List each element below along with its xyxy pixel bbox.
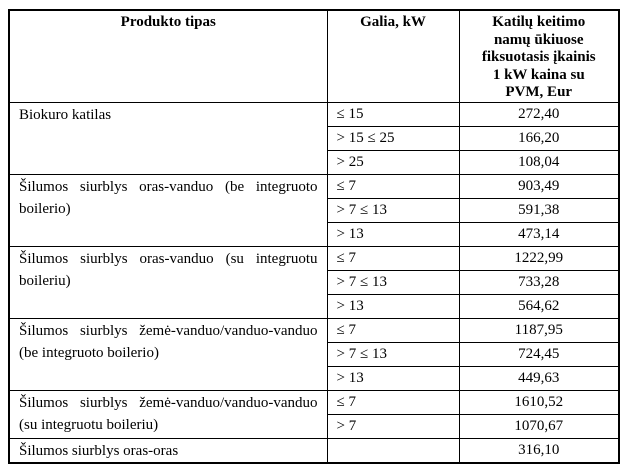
header-power-kw: Galia, kW [326,9,460,103]
table-row: > 13 564,62 [9,293,620,319]
header-price-line: namų ūkiuose [493,31,584,48]
power-cell [326,437,460,464]
price-cell: 1222,99 [458,245,620,271]
table-header-row: Produkto tipas Galia, kW Katilų keitimo … [8,9,620,103]
product-cell: Šilumos siurblys oras-vanduo (be integru… [8,173,328,247]
price-cell: 564,62 [458,293,620,319]
table-row: > 7 ≤ 13 724,45 [9,341,620,367]
power-cell: ≤ 7 [326,173,460,199]
table-row: > 13 449,63 [9,365,620,391]
table-row: > 7 ≤ 13 591,38 [9,197,620,223]
table-row: Šilumos siurblys oras-oras 316,10 [8,437,620,464]
power-cell: > 13 [326,221,460,247]
product-cell: Biokuro katilas [8,101,328,175]
power-cell: ≤ 7 [326,245,460,271]
product-cell: Šilumos siurblys oras-vanduo (su integru… [8,245,328,319]
table-row: > 15 ≤ 25 166,20 [9,125,620,151]
price-cell: 1187,95 [458,317,620,343]
header-price-line: fiksuotasis įkainis [481,49,596,66]
table-row: Šilumos siurblys žemė-vanduo/vanduo-vand… [8,389,620,439]
power-cell: > 7 ≤ 13 [326,341,460,367]
table-row: Biokuro katilas ≤ 15 272,40 [8,101,620,175]
product-cell: Šilumos siurblys žemė-vanduo/vanduo-vand… [8,389,328,439]
table-row: Šilumos siurblys oras-vanduo (su integru… [8,245,620,319]
power-cell: > 7 ≤ 13 [326,197,460,223]
price-cell: 473,14 [458,221,620,247]
header-price-line: 1 kW kaina su [492,66,585,83]
price-cell: 591,38 [458,197,620,223]
power-cell: > 13 [326,293,460,319]
table-row: > 7 ≤ 13 733,28 [9,269,620,295]
table-row: Šilumos siurblys žemė-vanduo/vanduo-vand… [8,317,620,391]
power-cell: > 13 [326,365,460,391]
price-cell: 108,04 [458,149,620,175]
header-price-line: PVM, Eur [505,84,573,101]
price-cell: 733,28 [458,269,620,295]
power-cell: ≤ 7 [326,389,460,415]
power-cell: > 7 [326,413,460,439]
header-price-line: Katilų keitimo [492,14,586,30]
price-cell: 166,20 [458,125,620,151]
header-product-type: Produkto tipas [8,9,328,103]
price-cell: 272,40 [458,101,620,127]
table-row: > 7 1070,67 [9,413,620,439]
power-cell: > 15 ≤ 25 [326,125,460,151]
price-cell: 724,45 [458,341,620,367]
price-cell: 449,63 [458,365,620,391]
product-cell: Šilumos siurblys žemė-vanduo/vanduo-vand… [8,317,328,391]
power-cell: ≤ 15 [326,101,460,127]
table-row: > 13 473,14 [9,221,620,247]
header-fixed-price: Katilų keitimo namų ūkiuose fiksuotasis … [458,9,620,103]
power-cell: > 25 [326,149,460,175]
price-cell: 316,10 [458,437,620,464]
power-cell: ≤ 7 [326,317,460,343]
product-cell: Šilumos siurblys oras-oras [8,437,328,464]
price-cell: 1070,67 [458,413,620,439]
power-cell: > 7 ≤ 13 [326,269,460,295]
price-cell: 1610,52 [458,389,620,415]
table-row: Šilumos siurblys oras-vanduo (be integru… [8,173,620,247]
boiler-replacement-price-table: Produkto tipas Galia, kW Katilų keitimo … [8,9,620,464]
price-cell: 903,49 [458,173,620,199]
